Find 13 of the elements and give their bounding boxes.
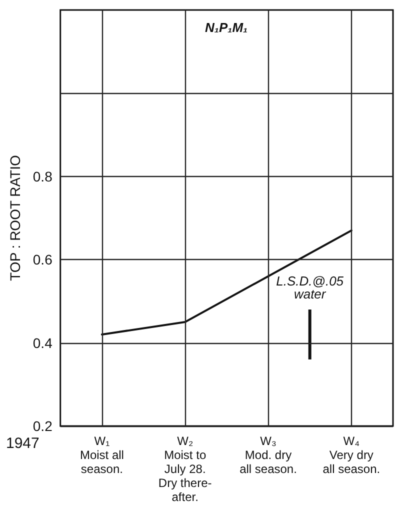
text: N₁P₁M₁	[205, 20, 248, 35]
y-tick-label: 0.4	[32, 334, 53, 351]
series-label: L.S.D.@.05 water	[276, 274, 344, 302]
y-tick-label: 0.8	[32, 168, 53, 184]
x-tick-label: W₄ Very dry all season.	[322, 434, 380, 476]
x-tick-label: W₃ Mod. dry all season.	[240, 434, 297, 476]
x-tick-label: W₁ Moist all season.	[80, 434, 124, 476]
line-series	[100, 229, 352, 336]
y-axis-title: TOP : ROOT RATIO	[7, 155, 23, 281]
y-tick-label: 0.2	[32, 418, 53, 434]
y-tick-label: 0.6	[32, 252, 53, 268]
x-tick-label: W₂ Moist to July 28. Dry there- after.	[158, 434, 212, 504]
text: 1947	[6, 435, 40, 452]
